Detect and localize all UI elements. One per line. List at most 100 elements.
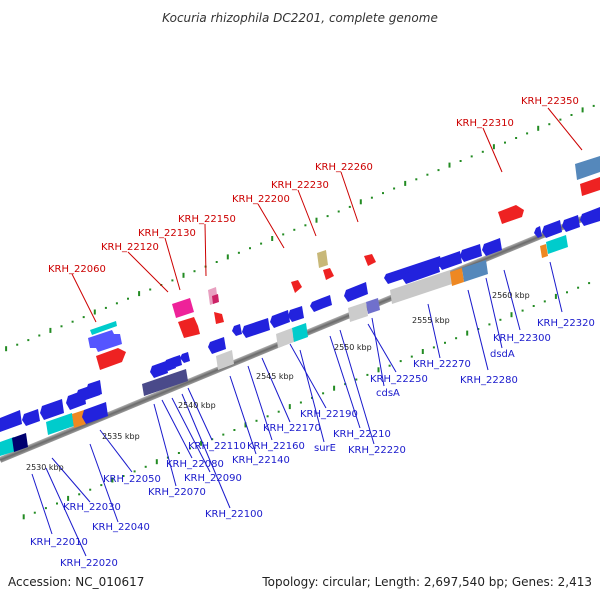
gene-rev-am bbox=[534, 226, 542, 238]
gene-rev-o bbox=[180, 352, 190, 363]
strand-tick bbox=[548, 123, 551, 126]
gene-rev-ak bbox=[450, 268, 464, 286]
strand-tick bbox=[171, 279, 174, 282]
kbp-tick: 2530 kbp bbox=[26, 463, 64, 472]
gene-rev-aq bbox=[546, 235, 568, 254]
gene-label: KRH_22210 bbox=[333, 429, 391, 440]
strand-tick bbox=[532, 305, 535, 307]
strand-tick bbox=[144, 465, 147, 468]
strand-tick bbox=[233, 429, 236, 431]
kbp-tick: 2555 kbp bbox=[412, 316, 450, 325]
strand-tick bbox=[377, 367, 380, 373]
kbp-tick: 2550 kbp bbox=[334, 343, 372, 352]
strand-tick bbox=[193, 270, 196, 273]
gene-rev-b bbox=[0, 437, 16, 456]
gene-rev-n bbox=[172, 355, 182, 367]
strand-tick bbox=[559, 118, 562, 121]
gene-KRH_22140f bbox=[178, 317, 200, 338]
strand-tick bbox=[115, 302, 118, 305]
strand-tick bbox=[521, 309, 524, 312]
strand-tick bbox=[588, 282, 591, 285]
gene-KRH_22200 bbox=[291, 280, 302, 293]
gene-KRH_22260 bbox=[364, 254, 376, 266]
strand-tick bbox=[459, 160, 462, 162]
strand-tick bbox=[211, 438, 214, 441]
strand-tick bbox=[466, 330, 469, 336]
strand-tick bbox=[255, 419, 258, 422]
strand-tick bbox=[370, 196, 373, 199]
strand-tick bbox=[104, 306, 107, 309]
strand-tick bbox=[299, 401, 302, 404]
strand-tick bbox=[100, 484, 103, 487]
gene-rev-r bbox=[232, 324, 242, 336]
strand-tick bbox=[56, 502, 58, 505]
gene-label: cdsA bbox=[376, 388, 400, 399]
strand-tick bbox=[382, 192, 384, 195]
gene-label: KRH_22090 bbox=[184, 473, 242, 484]
gene-label: KRH_22100 bbox=[205, 509, 263, 520]
strand-tick bbox=[122, 475, 125, 477]
reverse-gene-labels: KRH_22010 KRH_22020 KRH_22030 KRH_22040 … bbox=[30, 318, 595, 569]
gene-rev-q bbox=[208, 337, 226, 354]
gene-label: KRH_22200 bbox=[232, 194, 290, 205]
gene-rev-ab bbox=[354, 282, 368, 298]
gene-rev-l bbox=[150, 361, 168, 378]
gene-label: KRH_22350 bbox=[521, 96, 579, 107]
forward-leader-lines bbox=[71, 107, 583, 323]
strand-tick bbox=[570, 114, 573, 116]
kbp-tick: 2560 kbp bbox=[492, 291, 530, 300]
gene-KRH_22350 bbox=[575, 156, 600, 180]
gene-KRH_22150b bbox=[212, 294, 219, 304]
gene-label: KRH_22260 bbox=[315, 162, 373, 173]
strand-tick bbox=[16, 343, 19, 346]
strand-tick bbox=[22, 514, 25, 520]
strand-tick bbox=[304, 224, 307, 227]
gene-rev-ac bbox=[348, 302, 368, 322]
strand-tick bbox=[249, 247, 251, 250]
gene-label: KRH_22250 bbox=[370, 374, 428, 385]
strand-tick bbox=[277, 410, 280, 413]
gene-rev-j bbox=[72, 410, 86, 428]
strand-tick bbox=[67, 495, 70, 501]
gene-label: KRH_22030 bbox=[63, 502, 121, 513]
gene-rev-ad bbox=[366, 298, 380, 314]
strand-tick bbox=[189, 447, 191, 450]
gene-rev-a bbox=[0, 410, 22, 432]
gene-rev-p bbox=[142, 369, 188, 396]
gene-label: KRH_22020 bbox=[60, 558, 118, 569]
gene-label: KRH_22060 bbox=[48, 264, 106, 275]
gene-label: KRH_22050 bbox=[103, 474, 161, 485]
gene-label: KRH_22140 bbox=[232, 455, 290, 466]
reverse-leader-lines bbox=[31, 261, 563, 557]
strand-tick bbox=[554, 293, 557, 299]
gene-label: KRH_22270 bbox=[413, 359, 471, 370]
gene-label: KRH_22150 bbox=[178, 214, 236, 225]
strand-tick bbox=[271, 236, 274, 241]
gene-rev-y bbox=[310, 298, 324, 312]
gene-label: KRH_22130 bbox=[138, 228, 196, 239]
strand-tick bbox=[149, 288, 152, 291]
strand-tick bbox=[388, 364, 391, 367]
strand-tick bbox=[481, 150, 484, 153]
gene-label: KRH_22170 bbox=[263, 423, 321, 434]
strand-tick bbox=[5, 346, 8, 352]
strand-tick bbox=[337, 210, 340, 213]
forward-genes bbox=[88, 156, 600, 370]
gene-rev-i bbox=[46, 413, 74, 435]
strand-tick bbox=[44, 507, 47, 510]
strand-tick bbox=[200, 440, 203, 446]
genome-summary-text: Topology: circular; Length: 2,697,540 bp… bbox=[261, 575, 592, 589]
strand-tick bbox=[543, 300, 546, 303]
strand-tick bbox=[71, 320, 74, 323]
gene-rev-ae bbox=[384, 256, 442, 284]
gene-KRH_22060b bbox=[90, 321, 117, 335]
gene-rev-al bbox=[462, 260, 488, 282]
strand-tick bbox=[326, 215, 329, 218]
strand-tick bbox=[60, 325, 63, 328]
forward-strand-ticks bbox=[5, 104, 595, 352]
strand-tick bbox=[155, 459, 158, 465]
strand-tick bbox=[488, 323, 491, 326]
gene-KRH_22160f bbox=[214, 312, 224, 324]
gene-rev-c bbox=[12, 433, 28, 452]
strand-tick bbox=[244, 422, 247, 428]
